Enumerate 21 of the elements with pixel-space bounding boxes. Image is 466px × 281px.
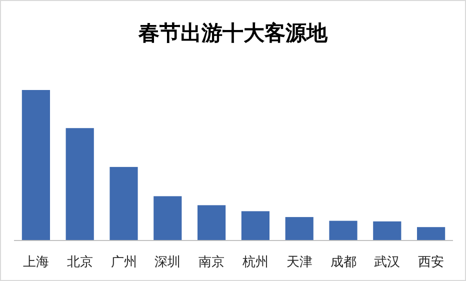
bar	[22, 90, 50, 240]
x-tick-label: 天津	[286, 254, 312, 269]
chart-title: 春节出游十大客源地	[138, 21, 328, 45]
bar	[241, 211, 270, 240]
bar	[154, 196, 182, 240]
x-tick-label: 南京	[198, 254, 225, 269]
bar	[285, 217, 314, 240]
bar	[66, 128, 94, 240]
x-tick-label: 西安	[418, 254, 444, 269]
x-tick-label: 深圳	[154, 254, 181, 269]
x-tick-label: 杭州	[241, 254, 268, 269]
bar	[110, 166, 138, 240]
bar	[198, 205, 226, 240]
x-tick-label: 武汉	[374, 254, 400, 269]
bar	[373, 221, 402, 240]
bar	[417, 227, 446, 240]
x-tick-label: 上海	[22, 254, 49, 269]
bar	[329, 220, 358, 240]
x-tick-label: 广州	[110, 254, 137, 269]
x-tick-label: 北京	[66, 254, 93, 269]
x-tick-label: 成都	[330, 254, 356, 269]
